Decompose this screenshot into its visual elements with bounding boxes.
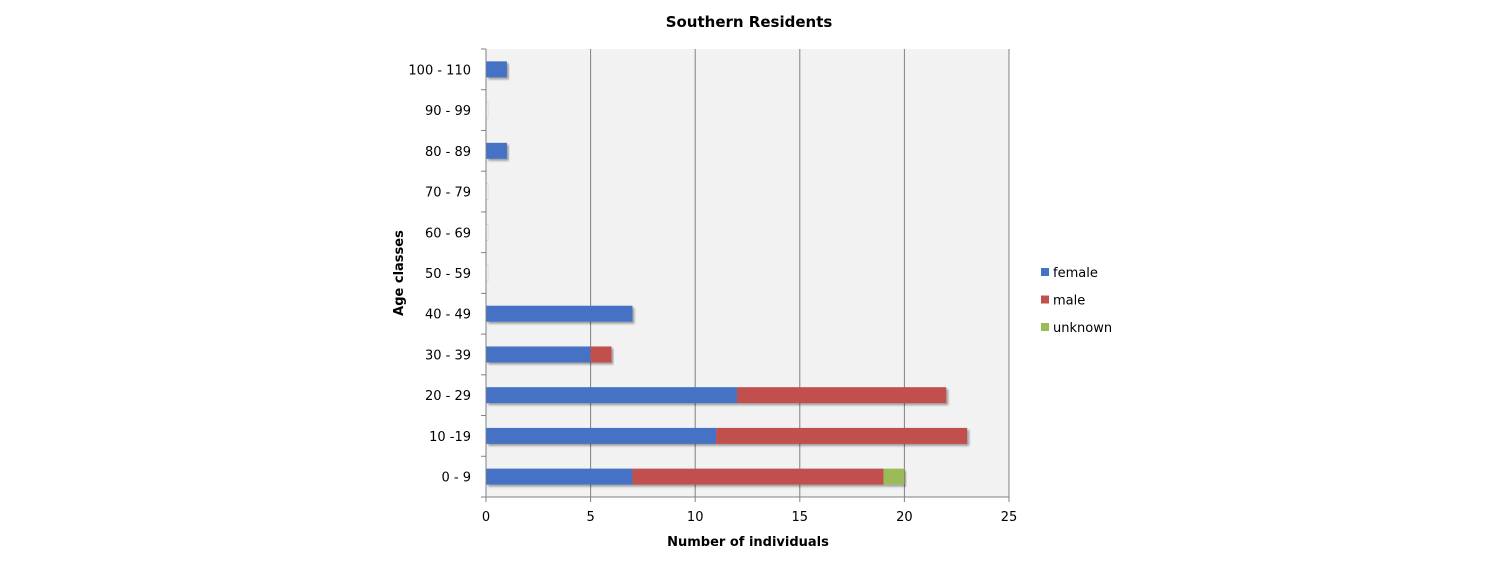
bar-female (486, 468, 633, 485)
x-tick-label: 20 (896, 510, 913, 525)
gridlines (590, 49, 1010, 497)
bar-female (486, 346, 591, 363)
y-tick-label: 80 - 89 (425, 145, 471, 160)
x-tick-label: 15 (792, 510, 809, 525)
x-tick-label: 0 (482, 510, 490, 525)
legend-swatch-male (1041, 295, 1049, 304)
y-tick-label: 50 - 59 (425, 267, 471, 282)
y-tick-label: 10 -19 (429, 430, 471, 445)
axes (481, 48, 1010, 502)
bar-female (486, 61, 507, 78)
x-tick-label: 5 (586, 510, 594, 525)
y-tick-label: 60 - 69 (425, 226, 471, 241)
bars (485, 61, 968, 485)
bar-unknown (883, 468, 905, 485)
legend-label-female: female (1053, 266, 1098, 281)
y-tick-label: 70 - 79 (425, 186, 471, 201)
legend-label-unknown: unknown (1053, 321, 1112, 336)
legend: female male unknown (1041, 266, 1112, 336)
bar-female (486, 387, 738, 404)
bar-female (486, 427, 717, 444)
legend-label-male: male (1053, 294, 1085, 309)
plot-area (486, 49, 1009, 497)
chart-title: Southern Residents (666, 13, 833, 31)
bar-male (716, 427, 968, 444)
x-tick-label: 25 (1001, 510, 1018, 525)
y-tick-label: 40 - 49 (425, 308, 471, 323)
y-tick-label: 30 - 39 (425, 348, 471, 363)
bar-male (590, 346, 612, 363)
y-axis-title: Age classes (392, 230, 407, 316)
legend-swatch-female (1041, 268, 1049, 276)
bar-male (737, 387, 947, 404)
y-tick-label: 90 - 99 (425, 104, 471, 119)
bar-female (486, 142, 507, 159)
x-tick-label: 10 (687, 510, 704, 525)
bar-male (632, 468, 884, 485)
bar-female (486, 305, 633, 322)
y-tick-label: 0 - 9 (442, 471, 472, 486)
legend-swatch-unknown (1041, 323, 1049, 331)
y-tick-labels: 0 - 9 10 -19 20 - 29 30 - 39 40 - 49 50 - 59 6… (408, 63, 471, 485)
y-tick-label: 100 - 110 (408, 63, 471, 78)
y-tick-label: 20 - 29 (425, 389, 471, 404)
x-axis-title: Number of individuals (667, 535, 829, 550)
x-tick-labels: 0 5 10 15 20 25 (482, 510, 1017, 525)
